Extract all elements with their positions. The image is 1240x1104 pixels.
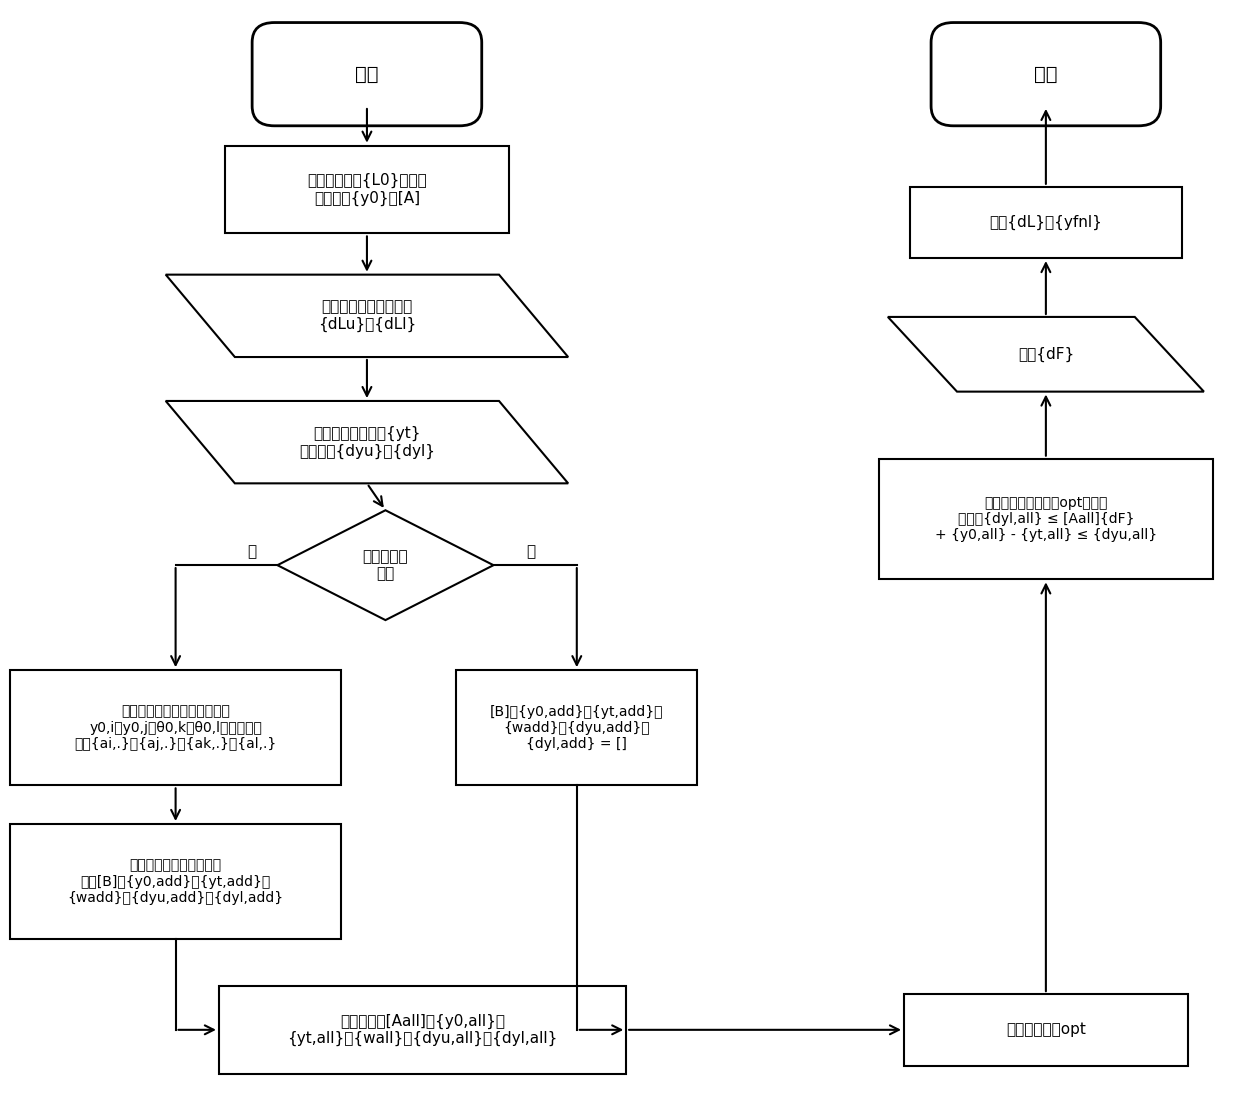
- Bar: [910, 187, 1182, 258]
- Polygon shape: [278, 510, 494, 620]
- Text: 提取合龙口两端的挠度和转角
y0,i、y0,j、θ0,k、θ0,l；影响矩阵
分项{ai,.}、{aj,.}、{ak,.}、{al,.}: 提取合龙口两端的挠度和转角 y0,i、y0,j、θ0,k、θ0,l；影响矩阵 分…: [74, 704, 277, 751]
- Text: 构建合龙口两端控制点参
数：[B]、{y0,add}、{yt,add}、
{wadd}、{dyu,add}、{dyl,add}: 构建合龙口两端控制点参 数：[B]、{y0,add}、{yt,add}、 {wa…: [67, 858, 284, 905]
- Bar: [218, 986, 626, 1074]
- Bar: [224, 146, 508, 233]
- Text: 确定优化函数opt: 确定优化函数opt: [1006, 1022, 1086, 1038]
- Text: 开始: 开始: [355, 65, 378, 84]
- FancyBboxPatch shape: [252, 22, 482, 126]
- Text: 确定控制值目标量{yt}
正负偏差{dyu}、{dyl}: 确定控制值目标量{yt} 正负偏差{dyu}、{dyl}: [299, 426, 435, 458]
- Text: 输入初始索长{L0}，计算
初态量：{y0}、[A]: 输入初始索长{L0}，计算 初态量：{y0}、[A]: [308, 173, 427, 206]
- Text: [B]、{y0,add}、{yt,add}、
{wadd}、{dyu,add}、
{dyl,add} = []: [B]、{y0,add}、{yt,add}、 {wadd}、{dyu,add}、…: [490, 704, 663, 751]
- Text: 否: 否: [527, 544, 536, 560]
- Text: 是: 是: [248, 544, 257, 560]
- Bar: [456, 670, 697, 785]
- Text: 输出{dF}: 输出{dF}: [1018, 347, 1074, 362]
- Text: 求出{dL}、{yfnl}: 求出{dL}、{yfnl}: [990, 215, 1102, 230]
- Text: 构建新矩阵[Aall]、{y0,all}、
{yt,all}、{wall}、{dyu,all}、{dyl,all}: 构建新矩阵[Aall]、{y0,all}、 {yt,all}、{wall}、{d…: [288, 1013, 558, 1047]
- Text: 确定索长拉拔量上下限
{dLu}、{dLl}: 确定索长拉拔量上下限 {dLu}、{dLl}: [317, 299, 417, 332]
- Text: 结束: 结束: [1034, 65, 1058, 84]
- FancyBboxPatch shape: [931, 22, 1161, 126]
- Bar: [10, 824, 341, 940]
- Text: 优化求解。目标函数opt，约束
方程：{dyl,all} ≤ [Aall]{dF}
+ {y0,all} - {yt,all} ≤ {dyu,all}: 优化求解。目标函数opt，约束 方程：{dyl,all} ≤ [Aall]{dF…: [935, 496, 1157, 542]
- Text: 调整合龙口
两端: 调整合龙口 两端: [362, 549, 408, 582]
- Bar: [10, 670, 341, 785]
- Polygon shape: [888, 317, 1204, 392]
- Bar: [904, 994, 1188, 1065]
- Polygon shape: [166, 275, 568, 357]
- Bar: [879, 458, 1213, 580]
- Polygon shape: [166, 401, 568, 484]
